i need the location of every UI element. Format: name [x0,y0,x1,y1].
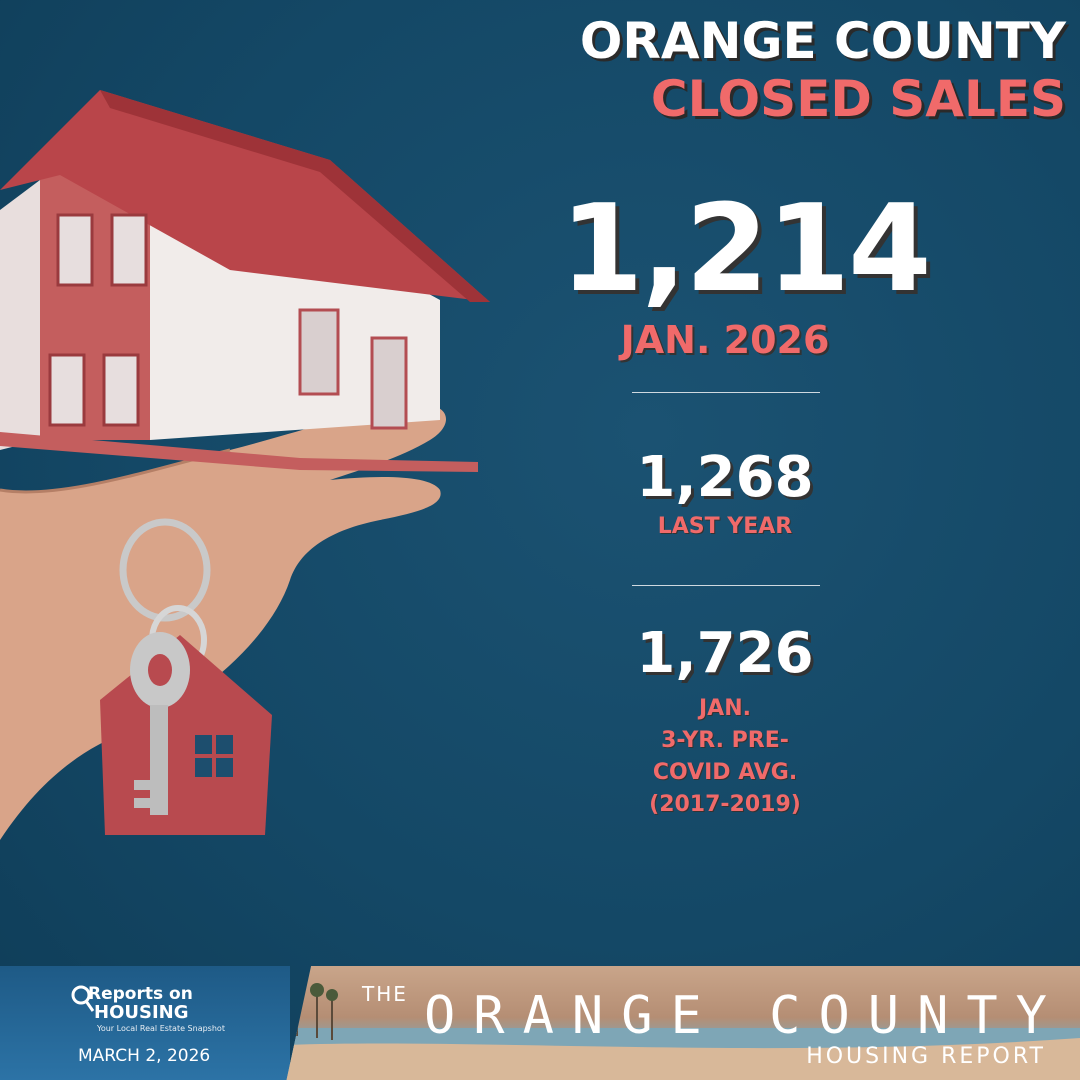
pre-covid-label-4: (2017-2019) [649,792,801,817]
main-stat-value: 1,214 [560,180,932,319]
headline-line-1: ORANGE COUNTY [579,12,1066,70]
pre-covid-label-3: COVID AVG. [652,760,798,785]
footer-the: THE [362,982,408,1006]
house-in-hand-illustration [0,90,490,840]
logo-tagline: Your Local Real Estate Snapshot [97,1024,225,1033]
last-year-label: LAST YEAR [657,514,793,539]
pre-covid-value: 1,726 [636,621,814,686]
pre-covid-label-1: JAN. [699,696,751,721]
divider-2 [632,585,820,586]
divider-1 [632,392,820,393]
footer-beach-panel [286,966,1080,1080]
logo-housing-text: HOUSING [94,1002,189,1023]
logo-reports-text: Reports on [88,984,193,1004]
footer-brand-panel: Reports on HOUSING Your Local Real Estat… [0,966,290,1080]
magnifier-house-logo-icon [71,985,95,1012]
pre-covid-label-2: 3-YR. PRE- [661,728,789,753]
headline-line-2: CLOSED SALES [650,70,1066,128]
last-year-value: 1,268 [636,445,814,510]
beach-scene-image [286,973,1080,1080]
footer-subtitle: HOUSING REPORT [806,1044,1046,1069]
footer-banner: Reports on HOUSING Your Local Real Estat… [0,966,1080,1080]
report-date: MARCH 2, 2026 [78,1046,211,1066]
main-stat-label: JAN. 2026 [620,318,830,362]
footer-title: ORANGE COUNTY [424,986,1065,1046]
